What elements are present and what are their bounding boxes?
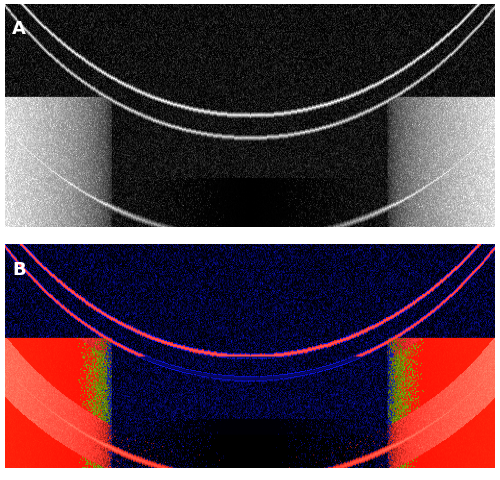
Text: A: A bbox=[12, 21, 26, 38]
Text: B: B bbox=[12, 261, 26, 278]
